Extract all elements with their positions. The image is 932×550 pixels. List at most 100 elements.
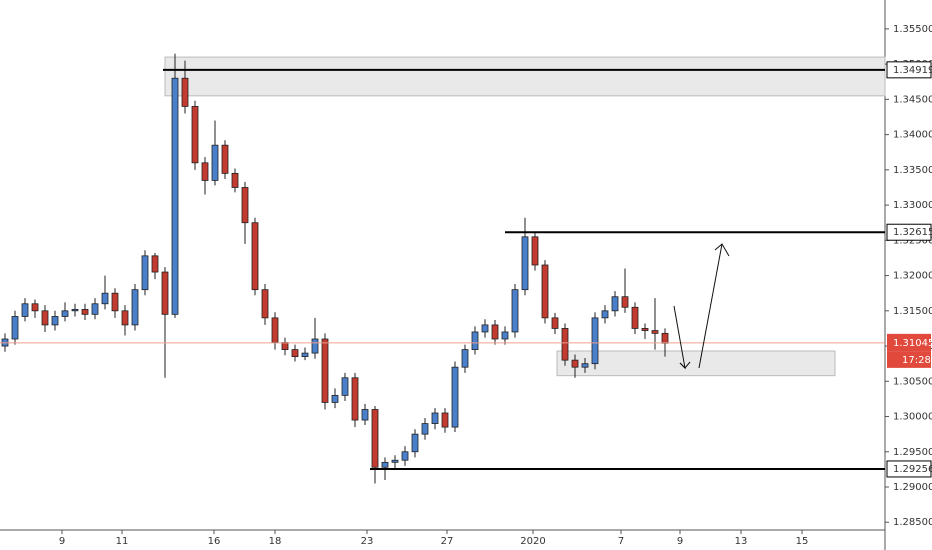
candle-body <box>401 451 409 461</box>
candle-body <box>51 316 59 326</box>
x-tick-label: 2020 <box>520 536 545 547</box>
candle-body <box>251 222 259 291</box>
candle-body <box>241 187 249 224</box>
zone <box>164 56 886 97</box>
candle-body <box>471 331 479 350</box>
candle-body <box>271 317 279 343</box>
candle-body <box>151 255 159 273</box>
candle-body <box>661 332 669 344</box>
arrow-head <box>679 361 691 369</box>
x-tick-label: 18 <box>269 536 282 547</box>
candle-body <box>381 461 389 468</box>
candle-body <box>461 349 469 368</box>
x-tick-label: 15 <box>796 536 809 547</box>
x-tick-label: 9 <box>59 536 65 547</box>
level-label-box <box>886 460 932 478</box>
candle-body <box>571 359 579 368</box>
candle-body <box>41 310 49 326</box>
level-label: 1.34919 <box>893 65 932 76</box>
x-tick-label: 16 <box>208 536 221 547</box>
candle-body <box>621 296 629 308</box>
y-tick-label: 1.31500 <box>893 306 932 317</box>
x-tick-label: 7 <box>618 536 624 547</box>
arrow-up <box>698 243 723 369</box>
candle-body <box>171 77 179 315</box>
candle-body <box>371 409 379 468</box>
candle-body <box>141 255 149 291</box>
y-tick-label: 1.33500 <box>893 165 932 176</box>
candle-body <box>351 377 359 421</box>
candle-body <box>431 412 439 424</box>
candle-body <box>31 303 39 312</box>
candle-body <box>211 144 219 181</box>
candle-body <box>321 338 329 403</box>
candle-body <box>611 296 619 312</box>
candle-body <box>651 330 659 334</box>
y-tick-label: 1.33000 <box>893 200 932 211</box>
candle-body <box>261 289 269 319</box>
candle-body <box>81 309 89 315</box>
candle-body <box>541 264 549 319</box>
candle-body <box>631 306 639 329</box>
candle-body <box>491 324 499 340</box>
y-tick-label: 1.34000 <box>893 130 932 141</box>
last-price-box <box>887 333 931 352</box>
candle-body <box>201 162 209 181</box>
x-tick-label: 23 <box>361 536 374 547</box>
level-label-box <box>886 61 932 79</box>
candle-body <box>441 412 449 428</box>
candle-body <box>451 366 459 428</box>
x-tick-label: 11 <box>116 536 129 547</box>
candle-body <box>61 310 69 317</box>
candle-body <box>131 289 139 326</box>
arrow-head <box>714 243 730 257</box>
candle-body <box>511 289 519 333</box>
y-tick-label: 1.32500 <box>893 235 932 246</box>
candle-body <box>361 409 369 421</box>
y-tick-label: 1.34500 <box>893 94 932 105</box>
y-tick-label: 1.28500 <box>893 517 932 528</box>
y-tick-label: 1.30500 <box>893 376 932 387</box>
candle-body <box>641 328 649 331</box>
candle-body <box>481 324 489 333</box>
y-tick-label: 1.29500 <box>893 447 932 458</box>
candle-body <box>181 77 189 107</box>
candle-body <box>551 317 559 329</box>
candle-body <box>281 342 289 350</box>
zone <box>556 350 836 377</box>
candle-body <box>71 309 79 312</box>
candle-body <box>411 433 419 453</box>
candle-body <box>121 310 129 326</box>
candle-body <box>21 303 29 317</box>
level-label: 1.29256 <box>893 464 932 475</box>
last-price-label: 1.31045 <box>893 338 932 349</box>
candle-body <box>341 377 349 396</box>
y-tick-label: 1.29000 <box>893 482 932 493</box>
x-tick-label: 27 <box>441 536 454 547</box>
y-tick-label: 1.30000 <box>893 412 932 423</box>
candle-body <box>501 331 509 340</box>
candle-body <box>11 316 19 340</box>
candle-body <box>311 338 319 354</box>
candle-body <box>331 394 339 403</box>
candle-body <box>521 236 529 291</box>
candle-body <box>161 271 169 315</box>
level-label-box <box>886 223 932 241</box>
candle-body <box>291 349 299 358</box>
y-tick-label: 1.32000 <box>893 271 932 282</box>
candle-body <box>231 172 239 188</box>
countdown-box <box>887 351 931 368</box>
x-tick-label: 9 <box>677 536 683 547</box>
y-tick-label: 1.35500 <box>893 24 932 35</box>
candle-body <box>391 459 399 463</box>
candle-body <box>91 303 99 315</box>
candle-body <box>221 144 229 174</box>
candle-body <box>601 310 609 319</box>
candle-body <box>421 423 429 435</box>
candle-body <box>101 292 109 305</box>
candle-body <box>561 328 569 361</box>
level-label: 1.32615 <box>893 227 932 238</box>
x-tick-label: 13 <box>735 536 748 547</box>
candle-body <box>591 317 599 365</box>
